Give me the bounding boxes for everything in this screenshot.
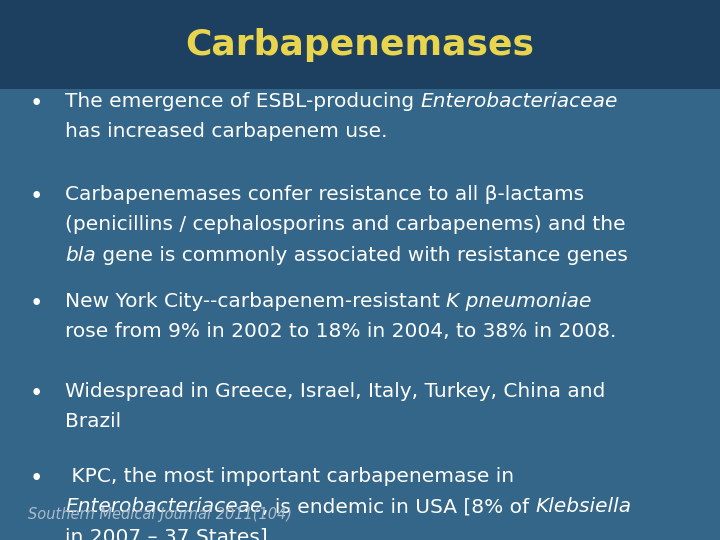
Text: •: • bbox=[30, 185, 43, 208]
Text: bla: bla bbox=[65, 246, 96, 265]
Text: Widespread in Greece, Israel, Italy, Turkey, China and: Widespread in Greece, Israel, Italy, Tur… bbox=[65, 382, 606, 401]
Text: Carbapenemases confer resistance to all β-lactams: Carbapenemases confer resistance to all … bbox=[65, 185, 584, 204]
Text: •: • bbox=[30, 467, 43, 490]
Text: has increased carbapenem use.: has increased carbapenem use. bbox=[65, 123, 387, 141]
Text: New York City--carbapenem-resistant: New York City--carbapenem-resistant bbox=[65, 292, 446, 311]
Text: •: • bbox=[30, 382, 43, 405]
Text: •: • bbox=[30, 292, 43, 315]
Text: Enterobacteriaceae: Enterobacteriaceae bbox=[420, 92, 618, 111]
Text: Enterobacteriaceae: Enterobacteriaceae bbox=[65, 497, 262, 516]
Text: The emergence of ESBL-producing: The emergence of ESBL-producing bbox=[65, 92, 420, 111]
Text: Southern Medical Journal 2011(104): Southern Medical Journal 2011(104) bbox=[28, 507, 292, 522]
Text: K pneumoniae: K pneumoniae bbox=[446, 292, 592, 311]
Text: in 2007 – 37 States]: in 2007 – 37 States] bbox=[65, 528, 268, 540]
Text: Brazil: Brazil bbox=[65, 413, 121, 431]
Text: KPC, the most important carbapenemase in: KPC, the most important carbapenemase in bbox=[65, 467, 514, 486]
Text: rose from 9% in 2002 to 18% in 2004, to 38% in 2008.: rose from 9% in 2002 to 18% in 2004, to … bbox=[65, 322, 616, 341]
Text: •: • bbox=[30, 92, 43, 115]
Text: gene is commonly associated with resistance genes: gene is commonly associated with resista… bbox=[96, 246, 628, 265]
Text: (penicillins / cephalosporins and carbapenems) and the: (penicillins / cephalosporins and carbap… bbox=[65, 215, 626, 234]
Bar bbox=[0, 0, 720, 89]
Text: , is endemic in USA [8% of: , is endemic in USA [8% of bbox=[262, 497, 536, 516]
Text: Carbapenemases: Carbapenemases bbox=[186, 28, 534, 62]
Text: Klebsiella: Klebsiella bbox=[536, 497, 632, 516]
